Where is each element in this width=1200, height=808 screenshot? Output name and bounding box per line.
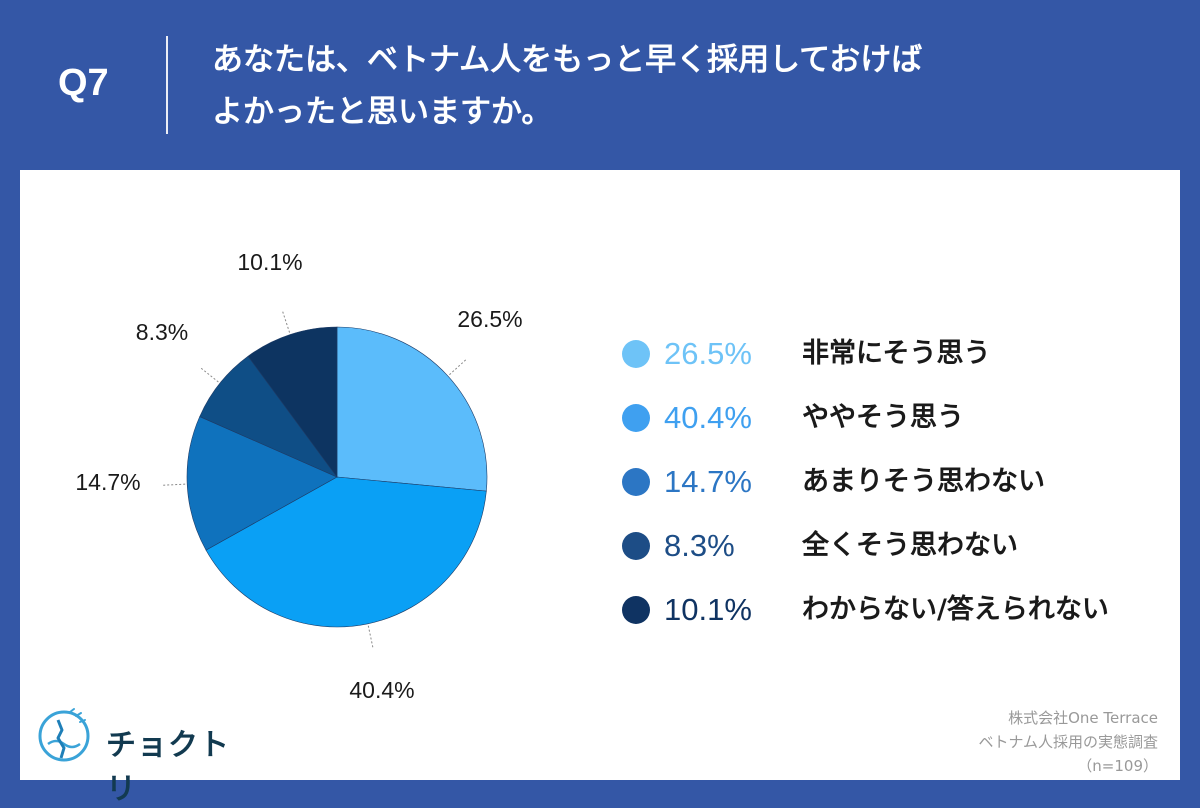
- legend-label-1: 非常にそう思う: [802, 338, 991, 369]
- pie-leader-line-5: [281, 309, 291, 333]
- pie-chart: 26.5% 40.4% 14.7% 8.3% 10.1%: [75, 249, 522, 703]
- source-sample: （n=109）: [1077, 757, 1158, 775]
- chart-legend: 26.5% 非常にそう思う 40.4% ややそう思う 14.7% あまりそう思わない 8.3…: [622, 330, 1162, 650]
- legend-value-1: 26.5%: [664, 336, 752, 371]
- pie-data-label-2: 40.4%: [349, 677, 414, 703]
- pie-leader-line-2: [367, 625, 374, 650]
- source-survey: ベトナム人採用の実態調査: [978, 733, 1158, 751]
- legend-label-4: 全くそう思わない: [802, 530, 1018, 561]
- legend-dot-5: [622, 596, 650, 624]
- pie-leader-line-3: [161, 483, 186, 486]
- legend-dot-3: [622, 468, 650, 496]
- legend-value-2: 40.4%: [664, 400, 752, 435]
- pie-slice-2: [205, 476, 487, 628]
- pie-slice-5: [247, 326, 338, 478]
- question-header: Q7 あなたは、ベトナム人をもっと早く採用しておけば よかったと思いますか。: [0, 0, 1200, 170]
- pie-data-label-5: 10.1%: [237, 249, 302, 275]
- source-note: 株式会社One Terrace ベトナム人採用の実態調査 （n=109）: [978, 706, 1158, 778]
- pie-leader-line-4: [199, 366, 219, 383]
- pie-data-label-3: 14.7%: [75, 469, 140, 495]
- pie-slice-1: [336, 326, 488, 492]
- legend-value-3: 14.7%: [664, 464, 752, 499]
- question-line-2: よかったと思いますか。: [212, 94, 553, 130]
- header-divider: [166, 36, 168, 134]
- legend-dot-2: [622, 404, 650, 432]
- legend-item-4: 8.3% 全くそう思わない: [622, 522, 1162, 586]
- legend-value-4: 8.3%: [664, 528, 735, 563]
- legend-item-2: 40.4% ややそう思う: [622, 394, 1162, 458]
- source-company: 株式会社One Terrace: [1008, 709, 1158, 727]
- legend-dot-4: [622, 532, 650, 560]
- legend-dot-1: [622, 340, 650, 368]
- brand-name: チョクトリ: [106, 728, 230, 807]
- pie-leader-line-1: [449, 358, 468, 376]
- pie-slice-3: [186, 416, 338, 551]
- legend-item-5: 10.1% わからない/答えられない: [622, 586, 1162, 650]
- question-text: あなたは、ベトナム人をもっと早く採用しておけば よかったと思いますか。: [212, 34, 1112, 138]
- question-line-1: あなたは、ベトナム人をもっと早く採用しておけば: [212, 42, 923, 78]
- legend-value-5: 10.1%: [664, 592, 752, 627]
- brand-logo: チョクトリ: [34, 704, 234, 807]
- question-number: Q7: [58, 62, 109, 104]
- legend-item-3: 14.7% あまりそう思わない: [622, 458, 1162, 522]
- legend-label-5: わからない/答えられない: [802, 594, 1109, 625]
- pie-data-label-1: 26.5%: [457, 306, 522, 332]
- globe-logo-icon: [38, 708, 90, 762]
- legend-label-2: ややそう思う: [802, 402, 964, 433]
- legend-item-1: 26.5% 非常にそう思う: [622, 330, 1162, 394]
- pie-data-label-4: 8.3%: [136, 319, 188, 345]
- chart-card: 26.5% 40.4% 14.7% 8.3% 10.1% 26.5% 非常にそう思う 40.…: [20, 170, 1180, 807]
- legend-label-3: あまりそう思わない: [802, 466, 1045, 497]
